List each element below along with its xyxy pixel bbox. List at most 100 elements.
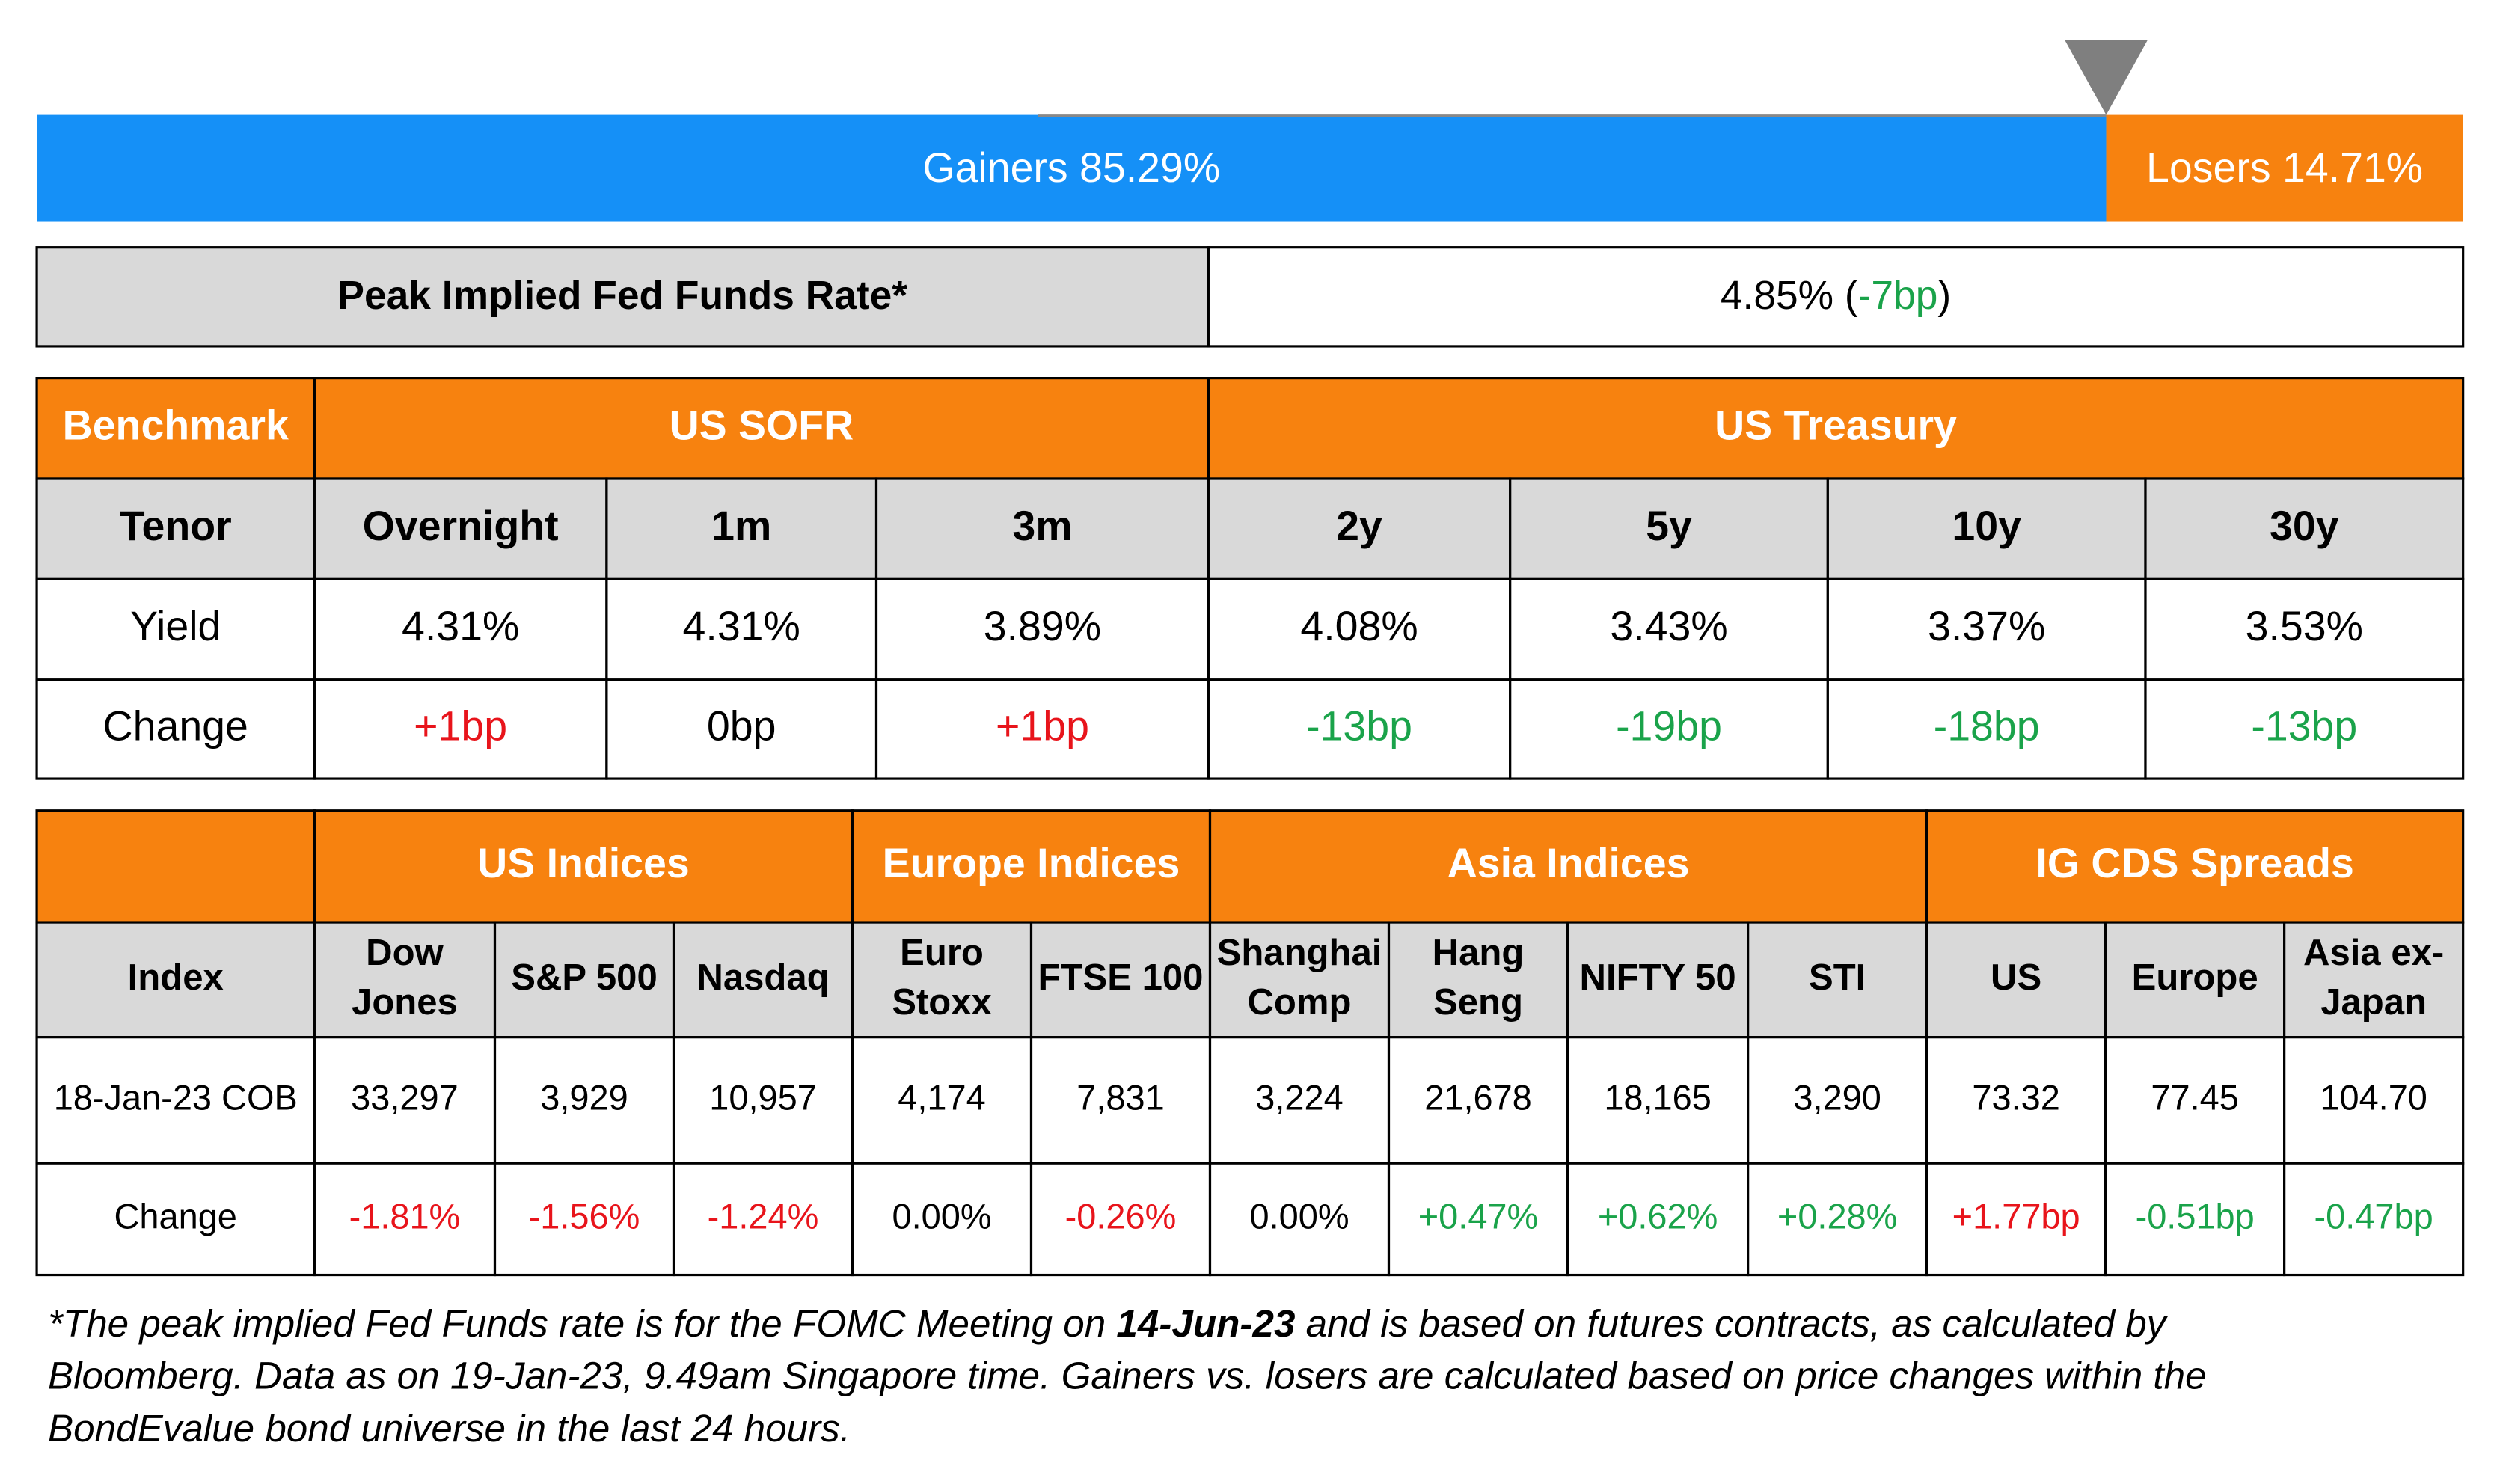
cell-text: Nasdaq — [696, 957, 829, 998]
header-cell — [35, 376, 316, 480]
fed-rate: 4.85% ( — [1721, 274, 1858, 318]
table-cell — [493, 1036, 675, 1165]
cell-text: US — [1991, 957, 2041, 998]
cell-text: 104.70 — [2320, 1078, 2427, 1117]
table-cell — [1207, 678, 1512, 780]
table-cell — [2144, 678, 2465, 780]
header-text: US Indices — [477, 840, 690, 886]
cell-text: 4.31% — [402, 603, 519, 649]
cell-text: FTSE 100 — [1038, 957, 1204, 998]
table-cell — [2283, 921, 2465, 1039]
table-cell — [35, 1162, 316, 1277]
footnote: Bloomberg. Data as on 19-Jan-23, 9.49am … — [48, 1355, 2207, 1397]
table-cell — [1826, 577, 2147, 681]
table-cell — [672, 1162, 854, 1277]
table-cell — [851, 1162, 1033, 1277]
cell-text: 73.32 — [1972, 1078, 2059, 1117]
cell-text: +1bp — [414, 703, 507, 749]
table-cell — [1747, 921, 1928, 1039]
header-text: Europe Indices — [883, 840, 1180, 886]
cell-text: -1.24% — [708, 1197, 819, 1236]
header-cell — [313, 809, 854, 924]
cell-text: 3,224 — [1255, 1078, 1343, 1117]
losers-label: Losers 14.71% — [2146, 144, 2423, 191]
cell-text: -0.51bp — [2136, 1197, 2255, 1236]
header-cell — [313, 376, 1210, 480]
table-cell — [1826, 477, 2147, 580]
table-cell — [1747, 1162, 1928, 1277]
table-cell — [1925, 1162, 2107, 1277]
cell-text: 3.43% — [1610, 603, 1727, 649]
table-cell — [1208, 1162, 1391, 1277]
table-cell — [35, 921, 316, 1039]
cell-text: 3,290 — [1793, 1078, 1881, 1117]
table-cell — [35, 1036, 316, 1165]
cell-text: 18-Jan-23 COB — [54, 1078, 298, 1117]
cell-text: 3.89% — [984, 603, 1101, 649]
cell-text: +0.47% — [1418, 1197, 1538, 1236]
cell-text: -1.81% — [349, 1197, 461, 1236]
cell-text: 0.00% — [1249, 1197, 1349, 1236]
table-cell — [35, 678, 316, 780]
table-cell — [1826, 678, 2147, 780]
table-cell — [1747, 1036, 1928, 1165]
table-cell — [313, 577, 608, 681]
cell-text: Jones — [352, 982, 458, 1022]
header-text: US SOFR — [670, 402, 854, 448]
cell-text: 2y — [1336, 503, 1382, 549]
cell-text: +0.28% — [1777, 1197, 1897, 1236]
table-cell — [35, 477, 316, 580]
table-cell — [605, 678, 878, 780]
table-cell — [605, 577, 878, 681]
table-cell — [35, 577, 316, 681]
cell-text: Europe — [2132, 957, 2258, 998]
cell-text: 21,678 — [1424, 1078, 1532, 1117]
cell-text: 4.08% — [1300, 603, 1418, 649]
footnote: *The peak implied Fed Funds rate is for … — [48, 1301, 2169, 1344]
header-text: Asia Indices — [1447, 840, 1690, 886]
header-text: Benchmark — [63, 402, 289, 448]
cell-text: Euro — [900, 933, 984, 973]
table-cell — [313, 1162, 497, 1277]
cell-text: 4.31% — [683, 603, 800, 649]
table-cell — [2144, 577, 2465, 681]
cell-text: 3.53% — [2246, 603, 2363, 649]
cell-text: Dow — [366, 933, 444, 973]
header-cell — [1207, 376, 2465, 480]
cell-text: 10y — [1952, 503, 2021, 549]
footnote: BondEvalue bond universe in the last 24 … — [48, 1407, 851, 1450]
table-cell — [1387, 921, 1569, 1039]
footnote-text: and is based on futures contracts, as ca… — [1295, 1301, 2168, 1344]
table-cell — [1509, 477, 1829, 580]
cell-text: -13bp — [2251, 703, 2357, 749]
fed-close: ) — [1937, 274, 1951, 318]
cell-text: 77.45 — [2151, 1078, 2238, 1117]
losers-bar — [2106, 114, 2463, 222]
table-cell — [1029, 1162, 1212, 1277]
cell-text: 3.37% — [1928, 603, 2045, 649]
table-cell — [1509, 577, 1829, 681]
table-cell — [1387, 1036, 1569, 1165]
cell-text: 0bp — [707, 703, 776, 749]
cell-text: 18,165 — [1604, 1078, 1712, 1117]
cell-text: S&P 500 — [511, 957, 658, 998]
gainers-bar — [37, 114, 2107, 222]
cell-text: 4,174 — [898, 1078, 985, 1117]
cell-text: Comp — [1248, 982, 1352, 1022]
header-cell — [851, 809, 1212, 924]
header-cell — [35, 809, 316, 924]
cell-text: 1m — [711, 503, 771, 549]
table-cell — [2283, 1036, 2465, 1165]
cell-text: Index — [128, 957, 224, 998]
cell-text: 3m — [1012, 503, 1072, 549]
cell-text: 7,831 — [1076, 1078, 1164, 1117]
cell-text: -1.56% — [529, 1197, 640, 1236]
table-cell — [874, 577, 1210, 681]
cell-text: STI — [1809, 957, 1866, 998]
table-cell — [2144, 477, 2465, 580]
fed-change: -7bp — [1858, 274, 1938, 318]
cell-text: 3,929 — [540, 1078, 628, 1117]
header-text: US Treasury — [1715, 402, 1957, 448]
